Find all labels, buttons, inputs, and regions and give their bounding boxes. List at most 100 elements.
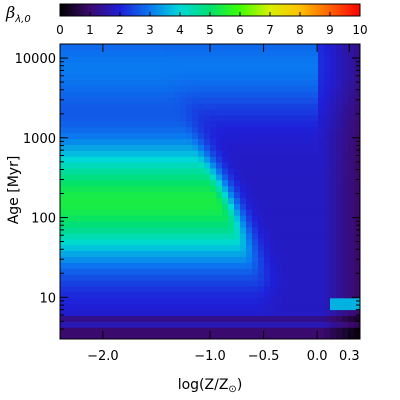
heatmap-cell <box>90 185 97 193</box>
heatmap-cell <box>162 203 169 210</box>
heatmap-cell <box>126 144 133 151</box>
heatmap-cell <box>324 297 331 305</box>
y-tick-label: 100 <box>31 212 56 227</box>
heatmap-cell <box>288 256 295 263</box>
heatmap-cell <box>66 156 73 163</box>
heatmap-cell <box>78 185 85 193</box>
heatmap-cell <box>90 114 97 122</box>
heatmap-cell <box>288 191 295 198</box>
heatmap-cell <box>222 61 229 69</box>
heatmap-cell <box>252 103 259 110</box>
x-axis: −2.0 −1.0 −0.5 0.0 0.3 <box>87 44 360 364</box>
heatmap-cell <box>354 162 360 169</box>
heatmap-cell <box>60 291 67 299</box>
heatmap-cell <box>210 91 217 98</box>
heatmap-cell <box>66 221 73 228</box>
heatmap-cell <box>270 250 277 257</box>
heatmap-cell <box>348 44 355 51</box>
heatmap-cell <box>156 44 163 51</box>
heatmap-cell <box>240 285 247 293</box>
heatmap-cell <box>264 333 271 339</box>
heatmap-cell <box>354 203 360 210</box>
heatmap-cell <box>180 303 187 311</box>
heatmap-cell <box>210 44 217 51</box>
heatmap-cell <box>222 262 229 269</box>
heatmap-cell <box>228 268 235 275</box>
heatmap-cell <box>120 156 127 163</box>
heatmap-cell <box>186 238 193 246</box>
heatmap-cell <box>252 67 259 75</box>
heatmap-cell <box>246 232 253 240</box>
heatmap-cell <box>354 262 360 269</box>
heatmap-cell <box>210 97 217 104</box>
heatmap-cell <box>336 126 343 134</box>
heatmap-cell <box>96 274 103 281</box>
heatmap-cell <box>60 280 67 287</box>
heatmap-cell <box>78 203 85 210</box>
heatmap-cell <box>270 285 277 293</box>
heatmap-cell <box>288 203 295 210</box>
heatmap-cell <box>324 215 331 222</box>
heatmap-cell <box>282 280 289 287</box>
heatmap-cell <box>228 167 235 175</box>
heatmap-cell <box>198 262 205 269</box>
heatmap-cell <box>144 108 151 116</box>
heatmap-cell <box>246 55 253 63</box>
heatmap-cell <box>228 156 235 163</box>
heatmap-cell <box>192 221 199 228</box>
heatmap-cell <box>312 61 319 69</box>
heatmap-cell <box>240 73 247 80</box>
heatmap-cell <box>192 150 199 157</box>
heatmap-cell <box>138 61 145 69</box>
heatmap-cell <box>270 203 277 210</box>
heatmap-cell <box>288 150 295 157</box>
heatmap-cell <box>198 55 205 63</box>
heatmap-cell <box>144 232 151 240</box>
heatmap-cell <box>264 44 271 51</box>
heatmap-cell <box>228 114 235 122</box>
heatmap-cell <box>342 108 349 116</box>
heatmap-cell <box>102 226 109 234</box>
heatmap-cell <box>336 167 343 175</box>
heatmap-cell <box>348 185 355 193</box>
heatmap-cell <box>120 114 127 122</box>
heatmap-cell <box>330 333 337 339</box>
heatmap-cell <box>210 262 217 269</box>
heatmap-cell <box>210 55 217 63</box>
heatmap-cell <box>168 97 175 104</box>
heatmap-cell <box>180 215 187 222</box>
heatmap-cell <box>126 268 133 275</box>
heatmap-cell <box>204 44 211 51</box>
heatmap-cell <box>72 238 79 246</box>
heatmap-cell <box>204 179 211 187</box>
heatmap-cell <box>168 162 175 169</box>
heatmap-cell <box>252 215 259 222</box>
heatmap-cell <box>162 61 169 69</box>
heatmap-cell <box>276 327 283 334</box>
heatmap-cell <box>222 114 229 122</box>
heatmap-cell <box>174 280 181 287</box>
heatmap-cell <box>300 285 307 293</box>
heatmap-cell <box>96 232 103 240</box>
heatmap-cell <box>306 120 313 128</box>
heatmap-cell <box>84 55 91 63</box>
heatmap-cell <box>60 173 67 181</box>
heatmap-cell <box>204 167 211 175</box>
heatmap-cell <box>300 185 307 193</box>
heatmap-cell <box>60 315 67 322</box>
heatmap-cell <box>330 132 337 139</box>
heatmap-cell <box>306 138 313 145</box>
heatmap-cell <box>330 327 337 334</box>
heatmap-cell <box>156 280 163 287</box>
heatmap-cell <box>138 238 145 246</box>
colorbar-tick-label: 10 <box>352 23 367 37</box>
heatmap-cell <box>294 250 301 257</box>
heatmap-cell <box>276 162 283 169</box>
heatmap-cell <box>120 73 127 80</box>
heatmap-cell <box>120 173 127 181</box>
heatmap-cell <box>192 144 199 151</box>
heatmap-cell <box>306 114 313 122</box>
heatmap-cell <box>84 226 91 234</box>
heatmap-cell <box>216 114 223 122</box>
heatmap-cell <box>168 179 175 187</box>
